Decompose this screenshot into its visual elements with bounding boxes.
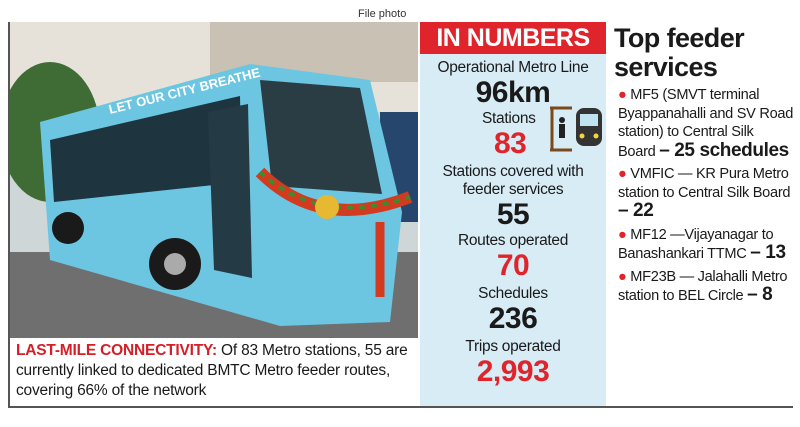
stat-label: Stations <box>482 110 536 127</box>
wheel <box>52 212 84 244</box>
stat-label: Trips operated <box>465 338 561 355</box>
feeder-item: ● MF5 (SMVT terminal Byappanahalli and S… <box>614 86 794 161</box>
hub <box>164 253 186 275</box>
windshield <box>260 80 382 194</box>
stat: Stations covered with feeder services 55 <box>420 163 606 230</box>
stat: Routes operated 70 <box>420 232 606 281</box>
feeder-schedules: – 22 <box>618 200 654 221</box>
train-light <box>579 133 585 139</box>
numbers-title: IN NUMBERS <box>420 22 606 54</box>
bullet: ● <box>618 226 627 243</box>
stat-value: 96km <box>475 76 551 109</box>
file-photo-credit: File photo <box>358 8 407 20</box>
train-light <box>593 133 599 139</box>
feeder-item: ● MF23B — Jalahalli Metro station to BEL… <box>614 268 794 306</box>
feeder-item: ● MF12 —Vijayanagar to Banashankari TTMC… <box>614 226 794 264</box>
stat: Stations 83 <box>420 106 606 160</box>
stat-label: Stations covered with feeder services <box>442 163 584 198</box>
stat-label: Routes operated <box>457 232 569 249</box>
feeder-route: VMFIC — KR Pura Metro station to Central… <box>618 166 791 201</box>
feeder-route: MF23B — Jalahalli Metro station to BEL C… <box>618 268 788 305</box>
bullet: ● <box>618 166 627 182</box>
door <box>208 104 252 278</box>
numbers-panel: IN NUMBERS Operational Metro Line 96km S… <box>420 22 606 406</box>
person-head <box>559 117 565 123</box>
feeder-schedules: – 13 <box>750 242 786 263</box>
stat-label: Schedules <box>478 285 548 302</box>
person-body <box>559 124 565 138</box>
flower <box>315 195 339 219</box>
caption-lead: LAST-MILE CONNECTIVITY: <box>16 342 217 359</box>
stat: Schedules 236 <box>420 285 606 334</box>
feeder-item: ● VMFIC — KR Pura Metro station to Centr… <box>614 165 794 222</box>
train <box>576 108 602 146</box>
stat-value: 83 <box>494 127 527 160</box>
caption-text: Of 83 Metro stations, 55 are currently l… <box>16 342 408 399</box>
photo-caption: LAST-MILE CONNECTIVITY: Of 83 Metro stat… <box>16 341 414 401</box>
bullet: ● <box>618 87 627 103</box>
feeder-schedules: – 25 schedules <box>659 139 789 161</box>
station-frame <box>550 106 572 152</box>
feeder-panel: Top feeder services ● MF5 (SMVT terminal… <box>614 24 794 310</box>
frame <box>8 22 793 408</box>
stat-value: 236 <box>488 302 538 335</box>
bullet: ● <box>618 268 627 285</box>
feeder-route: MF5 (SMVT terminal Byappanahalli and SV … <box>618 87 794 160</box>
feeder-route: MF12 —Vijayanagar to Banashankari TTMC <box>618 226 774 263</box>
train-window <box>580 114 598 126</box>
stat-label: Operational Metro Line <box>437 59 589 76</box>
feeder-title: Top feeder services <box>614 23 745 82</box>
bus-photo: LET OUR CITY BREATHE <box>10 22 418 338</box>
stat-value: 55 <box>496 198 530 231</box>
feeder-schedules: – 8 <box>747 284 773 305</box>
stat: Trips operated 2,993 <box>420 338 606 387</box>
stat-value: 2,993 <box>476 355 550 388</box>
station-icon <box>550 106 602 152</box>
stat-value: 70 <box>496 249 530 282</box>
stat: Operational Metro Line 96km <box>420 59 606 108</box>
bus-windows <box>50 96 242 202</box>
